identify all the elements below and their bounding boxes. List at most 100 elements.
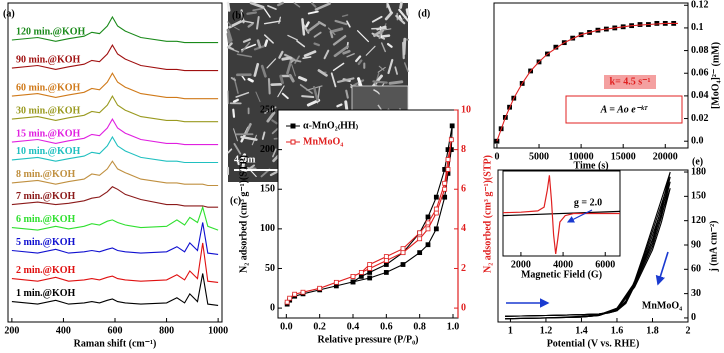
sem-texture bbox=[226, 32, 231, 44]
sem-texture bbox=[264, 106, 277, 114]
sem-texture bbox=[230, 76, 237, 81]
y-axis-label: N₂ adsorbed (cm³ g⁻¹)(STP) bbox=[238, 155, 249, 273]
sem-texture bbox=[310, 2, 317, 8]
data-point bbox=[449, 123, 455, 129]
series-line bbox=[11, 118, 219, 146]
data-point bbox=[292, 291, 298, 297]
sem-texture bbox=[329, 30, 334, 39]
panel-label: (c) bbox=[230, 195, 241, 206]
series-label: 6 min.@KOH bbox=[16, 214, 76, 225]
sem-texture bbox=[233, 128, 238, 142]
sem-texture bbox=[249, 1, 265, 9]
x-tick-label: 1.6 bbox=[611, 325, 624, 336]
series-label: 1 min.@KOH bbox=[16, 288, 76, 299]
sem-texture bbox=[263, 34, 274, 44]
data-point bbox=[287, 295, 293, 301]
series-line bbox=[11, 94, 219, 123]
sem-texture bbox=[294, 55, 300, 64]
x-tick-label: 1.2 bbox=[540, 325, 553, 336]
sem-texture bbox=[377, 66, 386, 73]
sem-texture bbox=[247, 77, 254, 83]
x-tick-label: 5000 bbox=[529, 151, 549, 162]
sem-texture bbox=[386, 42, 393, 48]
data-point bbox=[448, 137, 454, 143]
data-point bbox=[433, 206, 439, 212]
sem-texture bbox=[232, 98, 239, 103]
x-tick-label: 2 bbox=[686, 325, 691, 336]
sem-texture bbox=[288, 73, 295, 83]
x-tick-label: 200 bbox=[4, 325, 19, 336]
sem-texture bbox=[299, 84, 313, 94]
series-line bbox=[11, 135, 219, 164]
sem-texture bbox=[241, 75, 246, 81]
panel-label: (a) bbox=[3, 8, 15, 19]
sem-texture bbox=[357, 59, 363, 66]
sem-texture bbox=[277, 85, 285, 98]
y-tick-label: 0 bbox=[691, 312, 696, 323]
sem-texture bbox=[399, 1, 403, 9]
sem-texture bbox=[241, 41, 251, 53]
series-line bbox=[11, 44, 219, 72]
sem-texture bbox=[234, 26, 240, 31]
y-tick-label: 0.12 bbox=[691, 0, 709, 11]
x-axis-label: Potential (V vs. RHE) bbox=[547, 338, 640, 349]
sem-texture bbox=[242, 20, 255, 24]
data-point bbox=[383, 254, 389, 259]
sem-texture bbox=[281, 92, 289, 100]
data-point bbox=[383, 258, 389, 263]
sem-texture bbox=[341, 14, 349, 17]
sem-texture bbox=[332, 34, 347, 46]
x-tick-label: 800 bbox=[159, 325, 174, 336]
sem-texture bbox=[327, 27, 336, 36]
sem-texture bbox=[260, 64, 267, 78]
sem-texture bbox=[278, 16, 282, 24]
arrow bbox=[655, 251, 669, 286]
data-point bbox=[317, 285, 323, 291]
sem-texture bbox=[306, 21, 321, 33]
sem-texture bbox=[384, 11, 394, 21]
sem-texture bbox=[378, 29, 383, 40]
x-tick-label: 15000 bbox=[611, 151, 636, 162]
sem-texture bbox=[303, 50, 317, 58]
sem-texture bbox=[226, 42, 233, 49]
sem-texture bbox=[402, 37, 407, 56]
x-tick-label: 1000 bbox=[208, 325, 228, 336]
x-tick-label: 0.6 bbox=[380, 321, 393, 332]
legend-label: MnMoO₄ bbox=[303, 136, 343, 147]
sem-texture bbox=[277, 1, 284, 7]
sem-texture bbox=[255, 91, 261, 103]
data-point bbox=[417, 230, 423, 236]
sem-texture bbox=[267, 78, 271, 95]
data-point bbox=[445, 167, 451, 172]
sem-texture bbox=[388, 80, 404, 85]
sem-texture bbox=[235, 91, 250, 98]
sem-texture bbox=[336, 103, 343, 108]
x-axis-label: Relative pressure (P/P₀) bbox=[318, 334, 419, 345]
sem-texture bbox=[227, 148, 233, 154]
scale-label: 4 μm bbox=[234, 154, 256, 165]
x-tick-label: 2000 bbox=[511, 259, 531, 270]
sem-texture bbox=[226, 28, 233, 42]
y-tick-label: 200 bbox=[260, 144, 275, 155]
sem-texture bbox=[233, 142, 242, 155]
sem-texture bbox=[395, 14, 406, 25]
series-label: 60 min.@KOH bbox=[16, 82, 81, 93]
x-tick-label: 0.0 bbox=[280, 321, 293, 332]
y-tick-label: 0 bbox=[270, 302, 275, 313]
data-point bbox=[300, 289, 306, 295]
data-point bbox=[367, 270, 373, 275]
x-tick-label: 0.8 bbox=[413, 321, 426, 332]
y-axis-label: [MoO₄]²⁻ (mM) bbox=[710, 42, 721, 109]
k-highlight bbox=[604, 75, 656, 89]
sem-texture bbox=[245, 122, 252, 134]
series-line bbox=[11, 222, 219, 255]
annotation: A = Ao e⁻ᵏᵀ bbox=[600, 104, 649, 115]
x-tick-label: 0.4 bbox=[347, 321, 360, 332]
x-tick-label: 1.0 bbox=[447, 321, 460, 332]
sem-texture bbox=[226, 1, 231, 12]
sem-texture bbox=[266, 111, 276, 123]
data-point bbox=[367, 262, 373, 267]
data-point bbox=[400, 250, 406, 256]
x-tick-label: 1.8 bbox=[646, 325, 659, 336]
panel-label: (d) bbox=[418, 8, 430, 19]
